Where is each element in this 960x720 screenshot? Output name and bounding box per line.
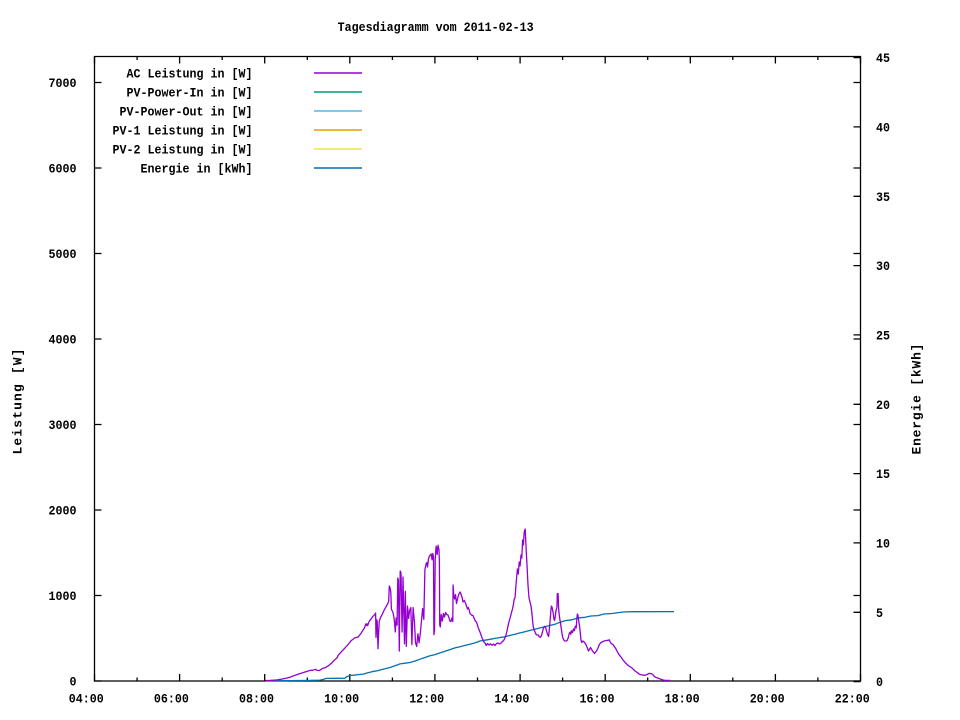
svg-text:14:00: 14:00 [494,692,529,707]
svg-text:1000: 1000 [49,589,77,604]
svg-text:12:00: 12:00 [409,692,444,707]
svg-text:30: 30 [876,259,890,274]
svg-text:15: 15 [876,467,890,482]
svg-text:08:00: 08:00 [239,692,274,707]
svg-text:45: 45 [876,51,890,66]
svg-text:Energie [kWh]: Energie [kWh] [910,344,925,455]
svg-text:PV-1 Leistung in [W]: PV-1 Leistung in [W] [113,124,253,139]
svg-text:4000: 4000 [49,333,77,348]
svg-text:04:00: 04:00 [69,692,104,707]
svg-text:0: 0 [876,675,883,690]
svg-text:PV-2 Leistung in [W]: PV-2 Leistung in [W] [113,143,253,158]
svg-text:2000: 2000 [49,504,77,519]
svg-text:3000: 3000 [49,418,77,433]
svg-text:Leistung [W]: Leistung [W] [11,349,26,455]
svg-text:6000: 6000 [49,162,77,177]
svg-text:AC Leistung in [W]: AC Leistung in [W] [127,67,253,82]
svg-text:06:00: 06:00 [154,692,189,707]
svg-text:18:00: 18:00 [665,692,700,707]
svg-text:PV-Power-In in [W]: PV-Power-In in [W] [127,86,253,101]
svg-text:20: 20 [876,398,890,413]
svg-text:10:00: 10:00 [324,692,359,707]
svg-text:7000: 7000 [49,76,77,91]
svg-text:40: 40 [876,120,890,135]
svg-text:Tagesdiagramm vom 2011-02-13: Tagesdiagramm vom 2011-02-13 [338,20,534,35]
svg-text:PV-Power-Out in [W]: PV-Power-Out in [W] [120,105,253,120]
svg-text:25: 25 [876,328,890,343]
svg-text:Energie in [kWh]: Energie in [kWh] [141,162,253,177]
svg-text:20:00: 20:00 [750,692,785,707]
svg-text:16:00: 16:00 [580,692,615,707]
svg-text:35: 35 [876,190,890,205]
svg-text:0: 0 [70,675,77,690]
svg-text:5000: 5000 [49,247,77,262]
svg-text:10: 10 [876,536,890,551]
svg-text:22:00: 22:00 [835,692,870,707]
svg-text:5: 5 [876,606,883,621]
